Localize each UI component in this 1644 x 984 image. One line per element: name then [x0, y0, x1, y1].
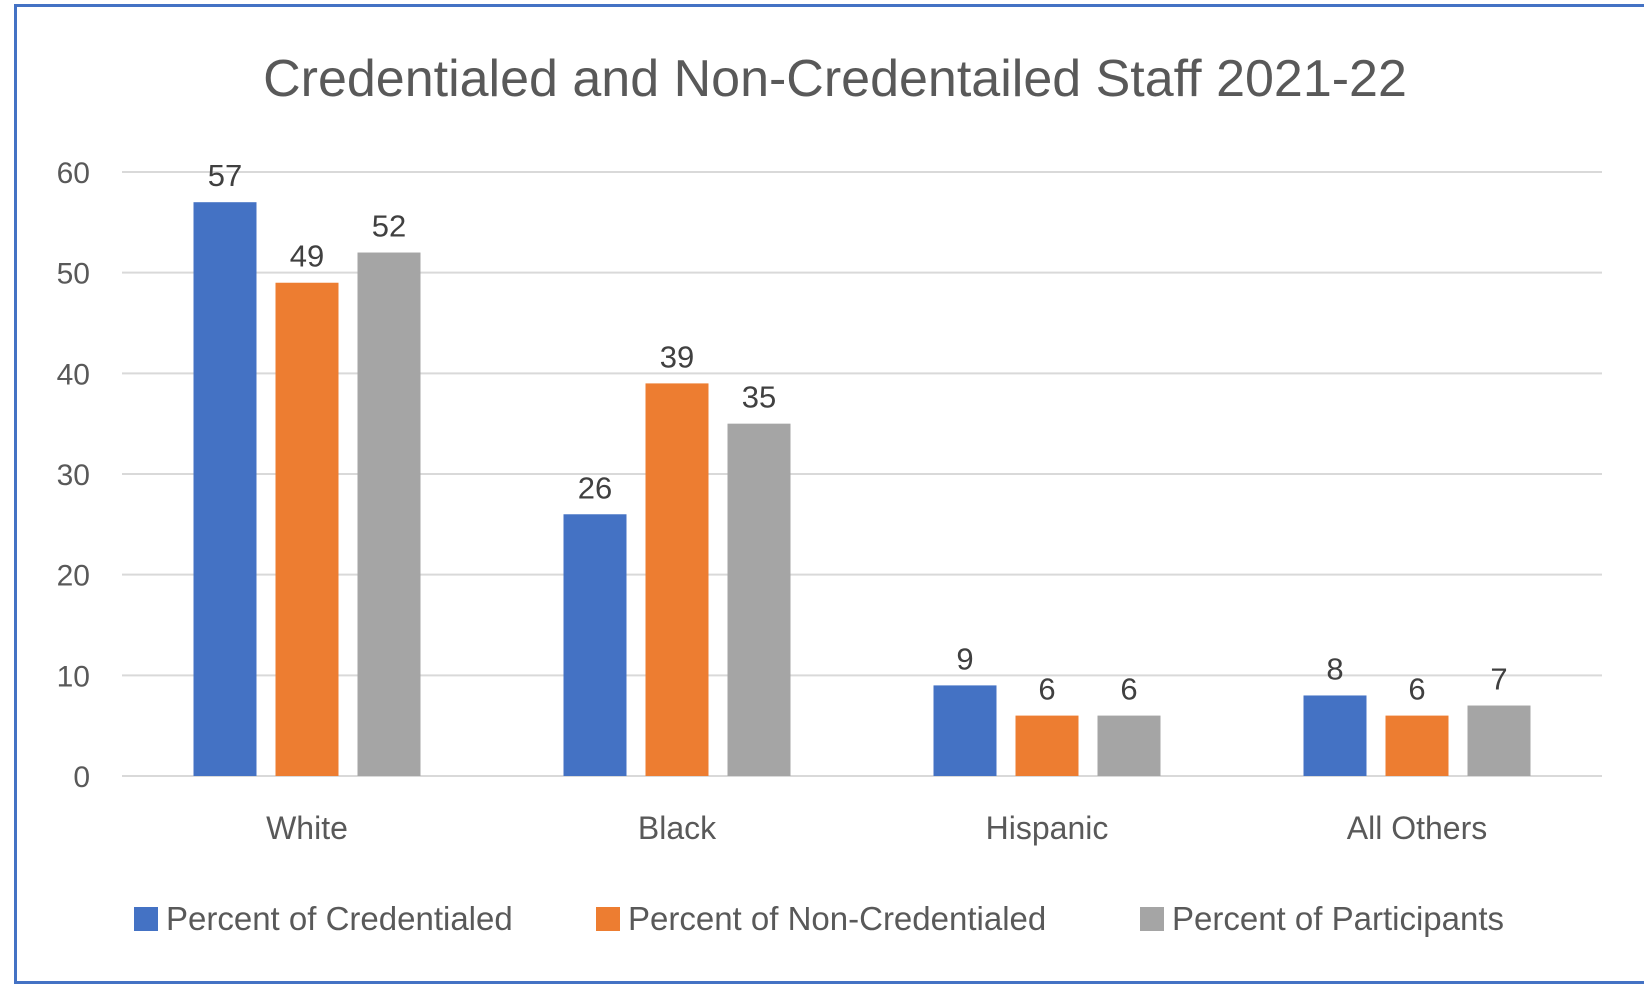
y-tick-label: 20: [57, 560, 90, 593]
bars: [193, 202, 1531, 777]
bar: [1467, 705, 1531, 776]
bar: [275, 282, 339, 776]
bar: [193, 202, 257, 776]
x-category-label: Black: [638, 810, 717, 846]
data-label: 6: [1408, 672, 1425, 707]
x-category-label: Hispanic: [986, 810, 1109, 846]
data-labels: 57 49 52 26 39 35 9 6 6 8 6 7: [208, 158, 1508, 706]
y-axis-ticks: 0 10 20 30 40 50 60: [57, 157, 90, 794]
legend-swatch: [596, 907, 620, 931]
data-label: 57: [208, 158, 242, 193]
bar: [1303, 695, 1367, 776]
x-category-label: All Others: [1347, 810, 1487, 846]
bar: [563, 514, 627, 776]
y-tick-label: 50: [57, 258, 90, 291]
bar: [1015, 715, 1079, 776]
bar: [933, 685, 997, 776]
bar: [1385, 715, 1449, 776]
data-label: 7: [1490, 662, 1507, 697]
y-tick-label: 60: [57, 157, 90, 190]
y-tick-label: 30: [57, 459, 90, 492]
y-tick-label: 0: [73, 761, 90, 794]
data-label: 8: [1326, 651, 1343, 686]
y-tick-label: 10: [57, 660, 90, 693]
legend-swatch: [1140, 907, 1164, 931]
y-tick-label: 40: [57, 358, 90, 391]
x-category-label: White: [266, 810, 348, 846]
bar: [645, 383, 709, 776]
data-label: 26: [578, 470, 612, 505]
data-label: 49: [290, 239, 324, 274]
legend-label: Percent of Participants: [1172, 900, 1504, 937]
data-label: 9: [956, 641, 973, 676]
data-label: 35: [742, 380, 776, 415]
bar: [727, 423, 791, 776]
chart-title: Credentialed and Non-Credentailed Staff …: [263, 50, 1407, 108]
legend-label: Percent of Non-Credentialed: [628, 900, 1046, 937]
data-label: 52: [372, 209, 406, 244]
bar: [1097, 715, 1161, 776]
legend: Percent of Credentialed Percent of Non-Cr…: [134, 900, 1504, 937]
legend-label: Percent of Credentialed: [166, 900, 513, 937]
legend-swatch: [134, 907, 158, 931]
x-axis-categories: White Black Hispanic All Others: [266, 810, 1487, 846]
bar: [357, 252, 421, 777]
data-label: 39: [660, 339, 694, 374]
data-label: 6: [1120, 672, 1137, 707]
data-label: 6: [1038, 672, 1055, 707]
gridlines: [122, 171, 1602, 777]
